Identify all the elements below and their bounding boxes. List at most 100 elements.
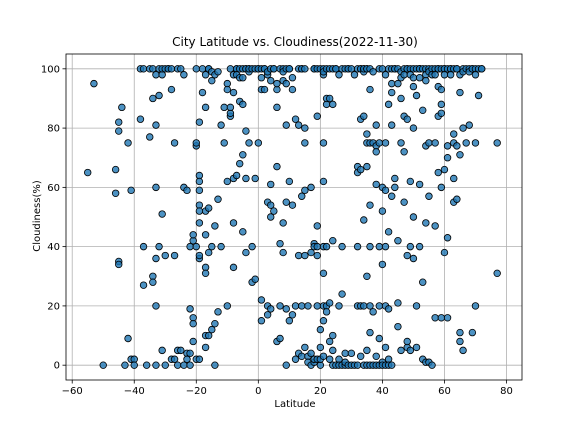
data-point [158, 346, 166, 355]
data-point [273, 162, 281, 171]
y-tick-label: 100 [41, 64, 60, 75]
data-point [378, 260, 387, 269]
data-point [353, 242, 362, 251]
data-point [419, 278, 427, 286]
data-point [313, 302, 321, 310]
x-tick-label: 0 [255, 386, 261, 397]
data-point [363, 346, 371, 355]
data-point [397, 346, 405, 355]
data-point [363, 272, 371, 280]
data-point [257, 317, 266, 325]
data-point [257, 296, 266, 304]
data-point [366, 302, 374, 310]
data-point [360, 216, 368, 224]
data-point [226, 65, 235, 73]
data-point [260, 85, 269, 94]
data-point [183, 186, 191, 195]
x-tick-label: 60 [438, 386, 451, 397]
data-point [211, 319, 219, 328]
data-point [245, 139, 253, 147]
data-point [220, 103, 228, 112]
data-point [372, 148, 380, 156]
data-point [375, 302, 384, 310]
y-axis-ticks: 0 20 40 60 80 100 [41, 64, 66, 372]
data-point [366, 328, 374, 337]
data-point [378, 207, 387, 215]
data-point [307, 349, 315, 358]
data-point [437, 109, 446, 117]
data-point [409, 213, 418, 221]
data-point [214, 195, 222, 203]
data-point [325, 299, 334, 307]
data-point [130, 361, 138, 369]
data-point [273, 103, 281, 112]
data-point [422, 76, 430, 85]
data-point [152, 361, 160, 369]
data-point [294, 251, 303, 260]
data-point [229, 88, 238, 97]
data-point [363, 162, 371, 171]
data-point [195, 207, 204, 215]
data-point [437, 314, 446, 322]
y-tick-label: 40 [47, 242, 60, 253]
data-point [434, 168, 442, 177]
data-point [325, 337, 334, 346]
data-point [431, 314, 439, 322]
data-point [477, 65, 486, 73]
data-point [384, 228, 393, 236]
data-point [167, 85, 176, 94]
data-point [285, 317, 294, 325]
data-point [415, 74, 424, 82]
data-point [121, 361, 129, 369]
data-point [208, 76, 216, 85]
data-point [319, 317, 328, 325]
data-point [347, 349, 356, 358]
data-point [177, 65, 185, 73]
data-point [419, 106, 427, 115]
data-point [177, 346, 185, 355]
data-point [329, 237, 337, 245]
y-tick-label: 60 [47, 183, 60, 194]
data-point [403, 337, 411, 346]
data-point [127, 186, 135, 195]
data-point [257, 74, 266, 82]
data-point [208, 325, 216, 334]
data-point [394, 322, 402, 331]
data-point [288, 311, 297, 319]
data-point [192, 242, 200, 251]
data-point [453, 65, 461, 73]
data-point [99, 361, 107, 369]
data-point [350, 71, 359, 79]
data-point [388, 88, 396, 97]
data-point [204, 331, 213, 340]
data-point [443, 154, 452, 162]
data-point [195, 355, 204, 363]
data-point [329, 346, 337, 355]
data-point [111, 189, 120, 197]
data-point [111, 165, 120, 174]
data-point [319, 269, 328, 278]
data-point [294, 121, 303, 129]
data-point [242, 248, 250, 257]
data-point [267, 180, 275, 189]
data-point [142, 361, 151, 369]
data-point [406, 346, 415, 355]
data-point [291, 115, 300, 123]
data-point [301, 186, 309, 195]
data-point [381, 71, 390, 79]
data-point [356, 352, 365, 360]
data-point [313, 251, 321, 260]
data-point [381, 343, 390, 352]
data-point [220, 139, 228, 147]
plot-frame [65, 53, 523, 381]
data-point [149, 94, 157, 103]
x-tick-label: −20 [186, 386, 207, 397]
data-point [400, 198, 408, 206]
data-point [301, 65, 309, 73]
data-point [229, 219, 238, 227]
data-point [183, 355, 191, 363]
data-point [381, 186, 390, 195]
data-point [450, 174, 458, 183]
data-point [375, 334, 384, 343]
data-point [394, 237, 402, 245]
